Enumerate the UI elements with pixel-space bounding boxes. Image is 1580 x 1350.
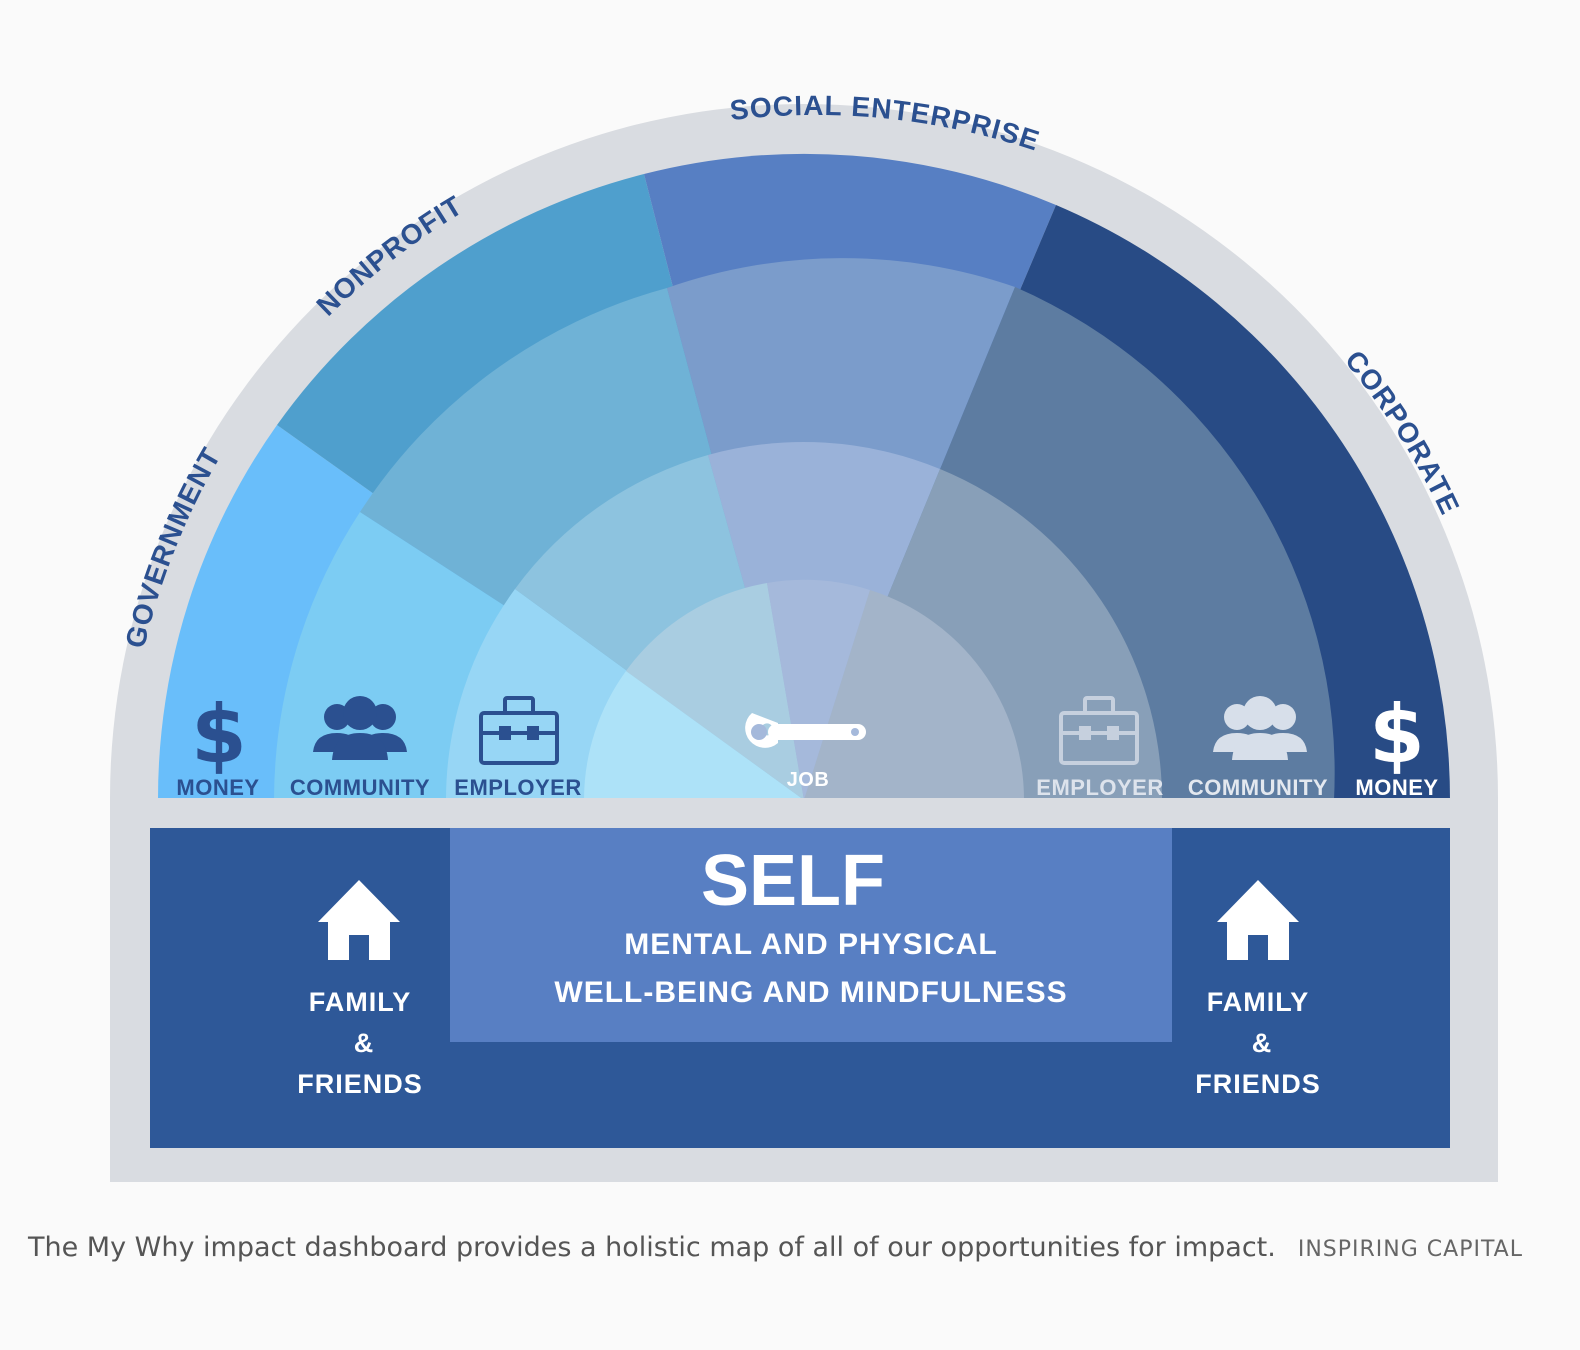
people-group-icon [313,696,407,760]
briefcase-icon-right [1059,696,1139,765]
ring-label-money-right: MONEY [1355,775,1438,800]
caption-credit: INSPIRING CAPITAL [1297,1237,1523,1262]
family-left-line-2: & [354,1028,375,1058]
dollar-sign-icon: $ [191,688,247,781]
ring-label-money-left: MONEY [176,775,259,800]
ring-label-community-right: COMMUNITY [1188,775,1328,800]
figure-caption: The My Why impact dashboard provides a h… [28,1222,1553,1276]
ring-label-community-left: COMMUNITY [290,775,430,800]
svg-text:$: $ [191,688,247,781]
house-icon [318,880,400,960]
job-sector-center [767,579,870,800]
briefcase-icon [479,696,559,765]
caption-text: The My Why impact dashboard provides a h… [28,1232,1276,1263]
family-right-line-3: FRIENDS [1195,1069,1321,1099]
ring-label-employer-left: EMPLOYER [454,775,581,800]
wrench-icon [745,713,866,748]
family-right-line-1: FAMILY [1207,987,1310,1017]
ring-label-employer-right: EMPLOYER [1036,775,1163,800]
job-sector-right [804,590,1024,800]
job-sector-left [584,671,804,800]
impact-dashboard-diagram: GOVERNMENT NONPROFIT SOCIAL ENTERPRISE C… [110,90,1498,1182]
family-left-line-1: FAMILY [309,987,412,1017]
people-group-icon-right [1213,696,1307,760]
self-line-2: WELL-BEING AND MINDFULNESS [554,976,1067,1009]
family-right-line-2: & [1252,1028,1273,1058]
svg-text:$: $ [1369,688,1425,781]
separator-band [110,798,1498,828]
dollar-sign-icon-right: $ [1369,688,1425,781]
family-left-line-3: FRIENDS [297,1069,423,1099]
self-title: SELF [701,841,885,921]
house-icon-right [1217,880,1299,960]
self-panel [450,828,1172,1042]
self-line-1: MENTAL AND PHYSICAL [624,928,997,961]
ring-label-job: JOB [787,769,830,791]
